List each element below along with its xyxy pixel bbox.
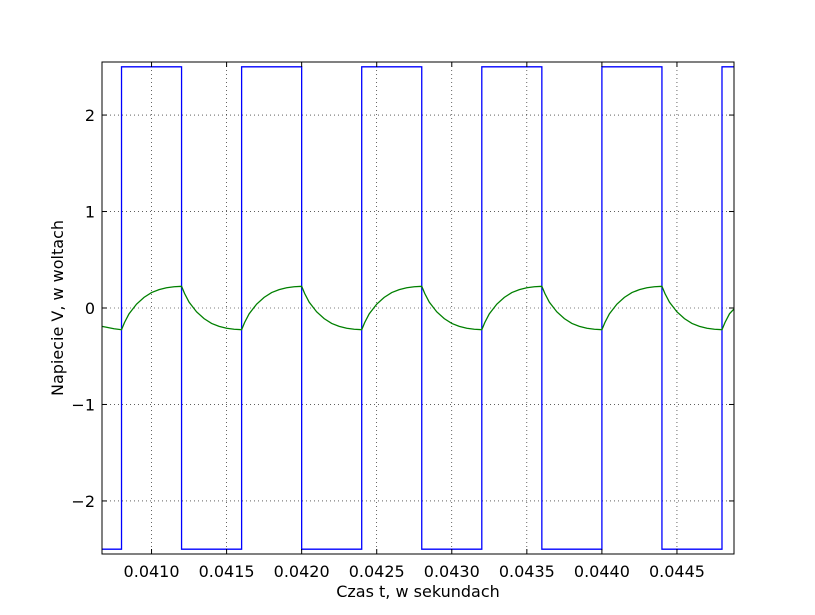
- x-tick-label: 0.0430: [424, 562, 480, 581]
- series-line-2: [101, 285, 735, 331]
- x-tick-label: 0.0420: [274, 562, 330, 581]
- x-tick-label: 0.0415: [199, 562, 255, 581]
- y-tick-label: 0: [85, 299, 95, 318]
- y-tick-label: 2: [85, 106, 95, 125]
- x-tick-label: 0.0435: [499, 562, 555, 581]
- x-axis-label: Czas t, w sekundach: [336, 582, 500, 601]
- y-tick-label: −1: [71, 395, 95, 414]
- x-tick-label: 0.0440: [574, 562, 630, 581]
- y-axis-label: Napiecie V, w woltach: [48, 220, 67, 396]
- x-tick-label: 0.0410: [124, 562, 180, 581]
- grid-layer: [102, 62, 734, 554]
- series-layer: [101, 66, 735, 550]
- x-tick-label: 0.0445: [649, 562, 705, 581]
- tick-layer: 0.0410 0.0415 0.0420 0.0425 0.0430 0.0435 0.04…: [71, 62, 734, 581]
- x-tick-label: 0.0425: [349, 562, 405, 581]
- y-tick-label: 1: [85, 203, 95, 222]
- y-tick-label: −2: [71, 492, 95, 511]
- series-line-1: [102, 66, 734, 550]
